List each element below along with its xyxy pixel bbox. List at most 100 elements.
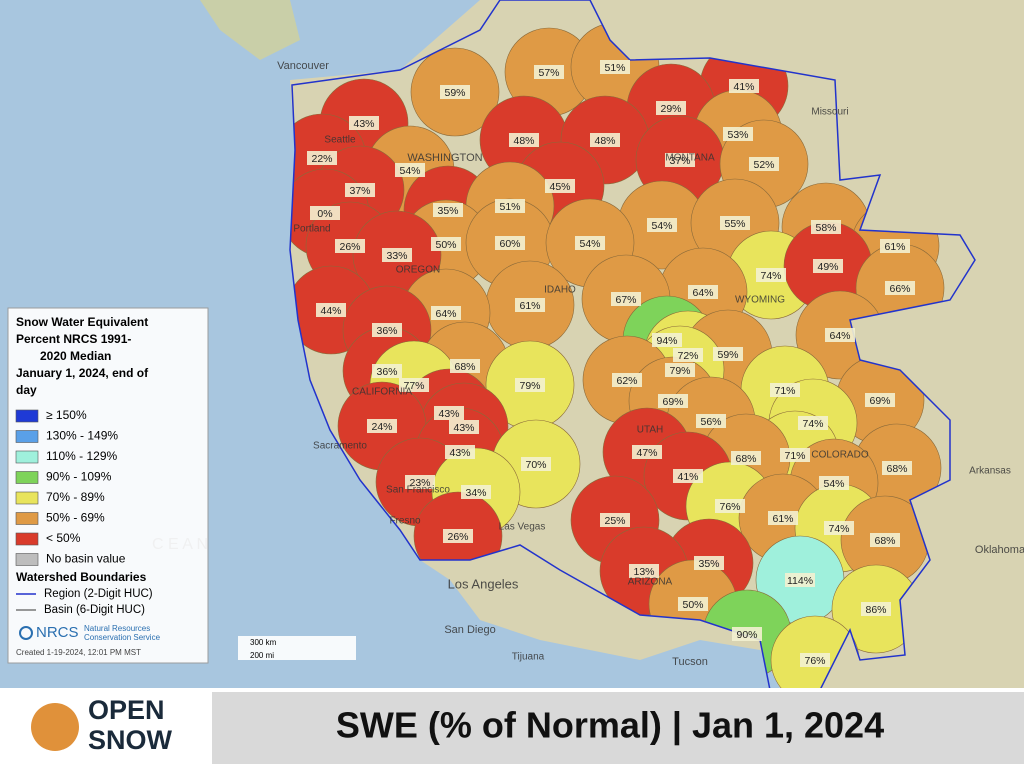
basin-label-bg — [590, 133, 620, 147]
basin-label-bg — [688, 285, 718, 299]
basin-label-bg — [349, 116, 379, 130]
basin-label-bg — [405, 475, 435, 489]
basin-label-bg — [723, 127, 753, 141]
agency-name: Conservation Service — [84, 633, 161, 642]
basin-label: 53% — [727, 129, 748, 141]
basin-label-bg — [715, 499, 745, 513]
basin-label: 62% — [616, 375, 637, 387]
place-name: Tucson — [672, 656, 708, 668]
legend-title: Snow Water Equivalent — [16, 315, 148, 329]
place-name: San Francisco — [386, 485, 450, 496]
legend-swatch — [15, 512, 39, 525]
basin-label-bg — [509, 133, 539, 147]
logo-text: SNOW — [88, 725, 173, 755]
basin-label: 34% — [465, 487, 486, 499]
basin-label: 71% — [774, 385, 795, 397]
basin-label-bg — [611, 292, 641, 306]
basin-label-bg — [345, 183, 375, 197]
agency: NRCS — [36, 624, 79, 641]
logo-icon — [31, 703, 79, 751]
basin-label-bg — [521, 457, 551, 471]
basin-label-bg — [656, 101, 686, 115]
basin-label: 50% — [435, 239, 456, 251]
basin-label-bg — [665, 363, 695, 377]
basin-label: 25% — [604, 515, 625, 527]
basin-label: 36% — [376, 325, 397, 337]
basin-label-bg — [865, 393, 895, 407]
basin-label: 72% — [677, 350, 698, 362]
basin-label: 66% — [889, 283, 910, 295]
basin-label-bg — [632, 445, 662, 459]
basin-label-bg — [307, 151, 337, 165]
basin-label-bg — [495, 236, 525, 250]
basin-label: 57% — [538, 67, 559, 79]
basin-label: 90% — [736, 629, 757, 641]
legend-title: day — [16, 383, 37, 397]
basin-label-bg — [629, 564, 659, 578]
basin-label-bg — [798, 416, 828, 430]
basin-label: 44% — [320, 305, 341, 317]
basin-label: 68% — [886, 463, 907, 475]
basin-label-bg — [882, 461, 912, 475]
scale-label: 200 mi — [250, 651, 274, 660]
place-name: Portland — [293, 224, 330, 235]
legend-content: Snow Water Equivalent Percent NRCS 1991- 2… — [15, 315, 161, 657]
basin-label: 54% — [579, 238, 600, 250]
basin-label-bg — [335, 239, 365, 253]
agency-name: Natural Resources — [84, 624, 150, 633]
place-name: ARIZONA — [628, 577, 673, 588]
basin-label-bg — [696, 414, 726, 428]
footer-band — [212, 692, 1024, 764]
basin-label: 74% — [802, 418, 823, 430]
basin-label: 59% — [717, 349, 738, 361]
place-name: OREGON — [396, 265, 440, 276]
basin-label-bg — [694, 556, 724, 570]
place-name: CALIFORNIA — [352, 387, 412, 398]
basin-label-bg — [372, 323, 402, 337]
labels: 59% 57% 51% 41% 43% 29% 53% 22% 48% 48% 37% 52% 54% 3… — [152, 60, 1024, 668]
basin-label: 41% — [677, 471, 698, 483]
basin-label-bg — [870, 533, 900, 547]
basin-label: 13% — [633, 566, 654, 578]
place-name: Tijuana — [512, 652, 545, 663]
basin-label-bg — [445, 445, 475, 459]
basin-label: 74% — [828, 523, 849, 535]
basin-label: 26% — [447, 531, 468, 543]
basin-label-bg — [316, 303, 346, 317]
basin-label-bg — [768, 511, 798, 525]
basin-label: 23% — [409, 477, 430, 489]
place-name: Sacramento — [313, 441, 367, 452]
basin-label: 59% — [444, 87, 465, 99]
basin-label: 60% — [499, 238, 520, 250]
place-name: MONTANA — [665, 153, 715, 164]
basin-label-bg — [515, 298, 545, 312]
place-name: WASHINGTON — [407, 152, 482, 164]
logo-text: OPEN — [88, 695, 165, 725]
basin-label-bg — [372, 364, 402, 378]
legend-item: Region (2-Digit HUC) — [44, 588, 153, 600]
basin-label: 55% — [724, 218, 745, 230]
basin-label: 67% — [615, 294, 636, 306]
basin-label-bg — [443, 529, 473, 543]
legend-item: 130% - 149% — [46, 429, 118, 443]
basin-label: 64% — [692, 287, 713, 299]
basin-label: 61% — [519, 300, 540, 312]
basin-label-bg — [756, 268, 786, 282]
basin-label: 37% — [669, 155, 690, 167]
basin-label: 36% — [376, 366, 397, 378]
place-name: Las Vegas — [499, 522, 546, 533]
footer-title: SWE (% of Normal) | Jan 1, 2024 — [336, 705, 884, 747]
legend-swatch — [15, 491, 39, 505]
basin-label-bg — [434, 406, 464, 420]
basin-label: 68% — [874, 535, 895, 547]
basin-label-bg — [673, 469, 703, 483]
agency-icon — [19, 626, 33, 640]
basin-label: 43% — [438, 408, 459, 420]
basin-label-bg — [665, 153, 695, 167]
scale-bar: 300 km 200 mi — [238, 636, 356, 660]
basin-label: 51% — [499, 201, 520, 213]
basin-label-bg — [600, 513, 630, 527]
basin-label-bg — [575, 236, 605, 250]
basin-label-bg — [600, 60, 630, 74]
basin-label-bg — [824, 521, 854, 535]
